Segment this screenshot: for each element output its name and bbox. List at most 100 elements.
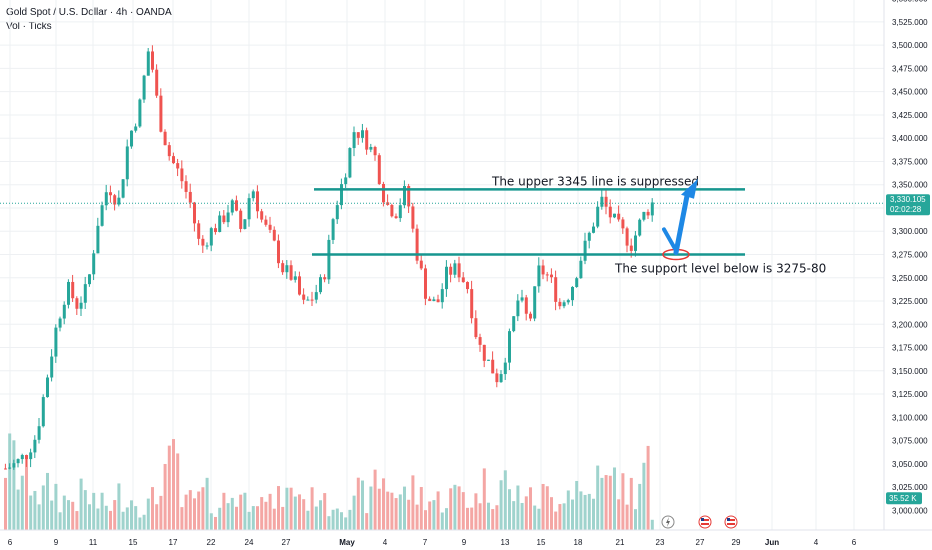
candle-body [83, 284, 87, 303]
us-flag-event-icon[interactable] [698, 515, 712, 529]
volume-bar [600, 477, 604, 530]
volume-bar [382, 478, 385, 530]
candle-body [382, 183, 385, 203]
volume-bar [214, 516, 217, 530]
candle-body [243, 219, 247, 229]
candle-body [239, 210, 243, 229]
volume-bar [613, 467, 616, 530]
volume-bar [281, 506, 285, 530]
volume-bar [310, 487, 314, 530]
candle-body [67, 281, 70, 305]
price-tick-label: 3,300.000 [892, 227, 928, 236]
candle-body [176, 163, 180, 169]
time-tick-label: May [339, 538, 355, 547]
volume-bar [579, 491, 583, 530]
volume-bar [558, 504, 562, 530]
candle-body [348, 148, 352, 178]
candle-body [411, 206, 415, 229]
candle-body [75, 298, 79, 309]
price-tick-label: 3,125.000 [892, 390, 928, 399]
volume-tick-label: 3,050.000 [892, 460, 928, 469]
time-tick-label: 9 [462, 538, 467, 547]
candle-body [470, 289, 474, 319]
candle-body [222, 215, 226, 223]
time-tick-label: 6 [852, 538, 857, 547]
time-axis: 6 9 11 15 17 22 24 27 May 4 7 9 13 15 18 21 23 27 29 Jun 4 6 [0, 529, 932, 547]
candle-body [50, 356, 54, 378]
volume-bar [167, 445, 171, 530]
candle-body [499, 374, 503, 383]
candle-body [583, 240, 587, 261]
time-tick-label: 7 [423, 538, 428, 547]
volume-bar [41, 485, 45, 530]
volume-tick-label: 3,100.000 [892, 413, 928, 422]
candle-body [79, 302, 83, 309]
candle-body [4, 468, 7, 470]
candle-body [167, 145, 171, 157]
time-tick-label: 13 [501, 538, 510, 547]
volume-bar [58, 512, 62, 530]
candle-body [218, 215, 222, 233]
volume-bar [550, 497, 553, 530]
volume-bar [117, 483, 121, 530]
volume-bar [302, 499, 306, 530]
candle-body [117, 197, 121, 205]
candle-body [272, 229, 276, 241]
volume-bar [634, 509, 637, 530]
volume-bar [256, 506, 259, 530]
candle-body [419, 260, 423, 269]
volume-bar [495, 505, 499, 530]
candle-body [638, 219, 642, 236]
volume-bar [356, 477, 360, 530]
candle-body [298, 276, 301, 295]
candle-body [230, 200, 234, 213]
candle-body [432, 299, 436, 302]
candle-body [344, 177, 348, 185]
us-flag-event-icon[interactable] [724, 515, 738, 529]
level-label: The support level below is 3275-80 [614, 261, 826, 275]
candle-body [529, 313, 532, 319]
candle-body [503, 362, 507, 375]
candle-body [646, 211, 650, 216]
time-tick-label: 4 [383, 538, 388, 547]
volume-bar [625, 504, 629, 530]
candle-body [445, 266, 448, 290]
volume-bar [592, 498, 595, 530]
price-tick-label: 3,175.000 [892, 344, 928, 353]
candle-body [377, 155, 381, 184]
volume-bar [184, 494, 188, 530]
candle-body [142, 75, 146, 100]
candle-body [293, 276, 297, 280]
time-tick-label: Jun [765, 538, 779, 547]
current-price-value: 3,330.105 [890, 195, 926, 204]
volume-bar [411, 475, 415, 530]
volume-bar [545, 486, 549, 530]
volume-tick-label: 3,025.000 [892, 483, 928, 492]
candle-body [365, 130, 369, 150]
volume-bar [54, 483, 58, 530]
volume-bar [197, 491, 201, 530]
volume-bar [524, 496, 528, 530]
volume-bar [621, 473, 625, 530]
candle-body [62, 304, 66, 319]
candle-body [335, 205, 339, 220]
time-tick-label: 4 [814, 538, 819, 547]
volume-bar [491, 509, 495, 530]
volume-bar [277, 486, 280, 530]
level-label: The upper 3345 line is suppressed [491, 174, 699, 188]
volume-bar [340, 512, 343, 530]
volume-badge: 35.52 K [886, 492, 922, 505]
candle-body [251, 191, 255, 199]
volume-bar [20, 475, 24, 530]
price-tick-label: 3,200.000 [892, 320, 928, 329]
price-axis-panel [884, 0, 932, 550]
candle-body [449, 266, 453, 275]
candle-body [625, 228, 629, 246]
volume-bar [529, 487, 532, 530]
lightning-event-icon[interactable] [661, 515, 675, 529]
candle-body [436, 299, 440, 303]
volume-bar [96, 508, 100, 530]
price-tick-label: 3,400.000 [892, 134, 928, 143]
